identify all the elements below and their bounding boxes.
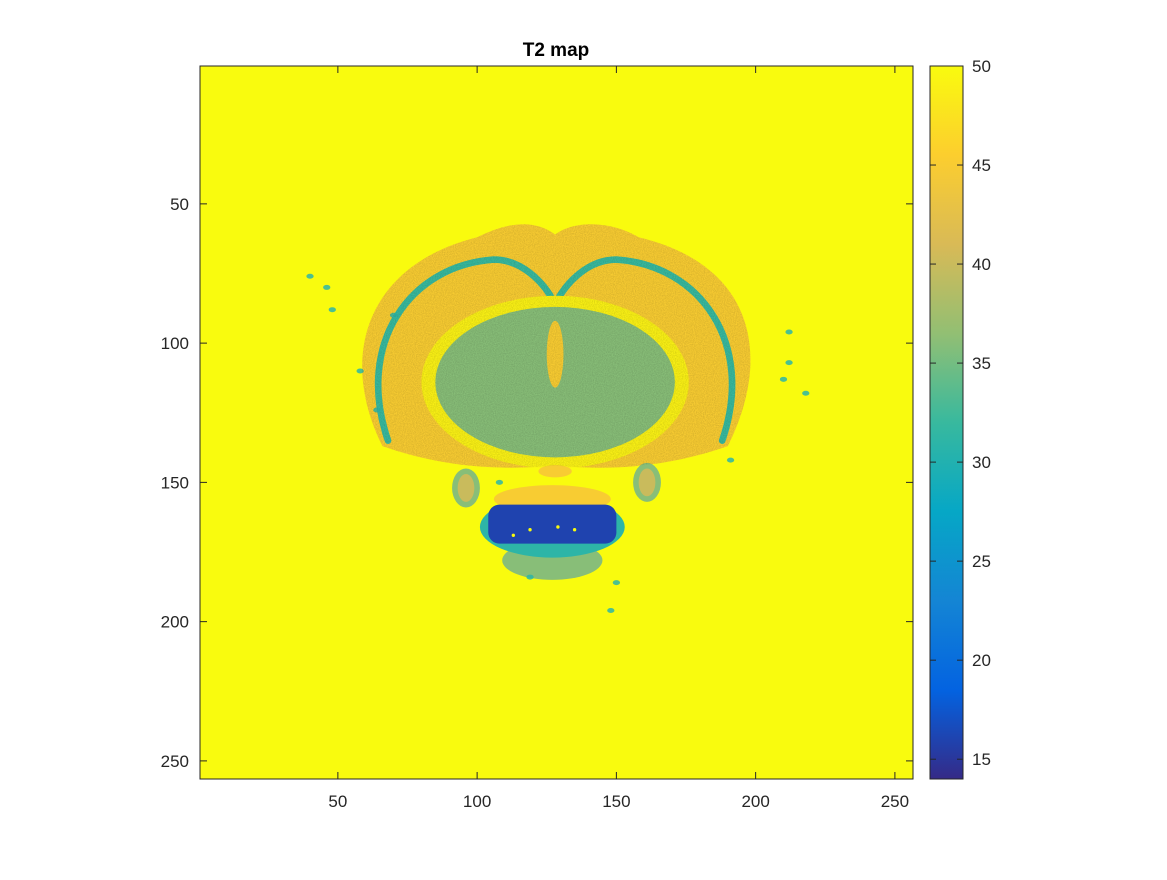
y-tick-label: 200 [161, 613, 189, 632]
plot-frame [199, 65, 914, 780]
edge-fragment-4 [785, 329, 793, 335]
edge-fragment-5 [785, 360, 793, 366]
x-tick-label: 150 [602, 792, 630, 811]
ventral-mass-region [488, 504, 617, 544]
midline-spot [538, 465, 572, 478]
edge-fragment-1 [323, 284, 331, 290]
colorbar-tick-label: 30 [972, 453, 991, 472]
edge-fragment-11 [495, 479, 504, 485]
edge-fragment-10 [802, 390, 810, 396]
ventral-spot-2 [556, 525, 560, 529]
y-tick-label: 150 [161, 473, 189, 492]
edge-fragment-2 [328, 307, 336, 313]
edge-fragment-7 [356, 368, 364, 374]
x-tick-label: 250 [881, 792, 909, 811]
edge-fragment-14 [607, 607, 615, 614]
heatmap-image [200, 66, 913, 779]
y-tick-label: 100 [161, 334, 189, 353]
colorbar-tick-label: 45 [972, 156, 991, 175]
colorbar-tick-label: 40 [972, 255, 991, 274]
colorbar-tick-label: 35 [972, 354, 991, 373]
x-tick-label: 50 [328, 792, 347, 811]
ventral-spot-4 [511, 533, 516, 537]
x-tick-label: 200 [741, 792, 769, 811]
colorbar-tick-label: 50 [972, 57, 991, 76]
ventral-spot-3 [572, 528, 577, 532]
colorbar-tick-label: 20 [972, 651, 991, 670]
left-oval-inner [457, 474, 475, 502]
ventral-spot-1 [528, 528, 532, 532]
tissue-texture [362, 224, 751, 468]
x-axis: 50 100 150 200 250 [328, 66, 909, 811]
edge-fragment-12 [526, 574, 534, 580]
edge-fragment-13 [612, 580, 621, 586]
colorbar-tick-label: 25 [972, 552, 991, 571]
colorbar: 15 20 25 30 35 40 45 50 [929, 57, 991, 780]
colorbar-tick-label: 15 [972, 750, 991, 769]
x-tick-label: 100 [463, 792, 491, 811]
edge-fragment-6 [779, 376, 788, 382]
colorbar-gradient [929, 65, 964, 780]
chart-title: T2 map [523, 40, 590, 61]
y-axis: 50 100 150 200 250 [161, 195, 913, 771]
edge-fragment-9 [726, 457, 735, 463]
y-tick-label: 250 [161, 752, 189, 771]
edge-fragment-3 [306, 273, 314, 279]
right-oval-inner [638, 468, 656, 497]
y-tick-label: 50 [170, 195, 189, 214]
